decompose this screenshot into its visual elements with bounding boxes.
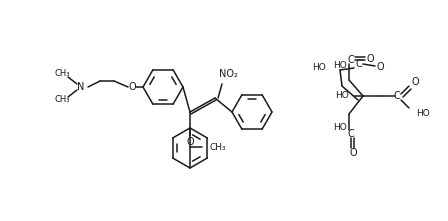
Text: C: C	[356, 59, 362, 69]
Text: O: O	[376, 62, 384, 72]
Text: N: N	[78, 82, 85, 92]
Text: HO: HO	[335, 91, 349, 101]
Text: HO: HO	[312, 63, 326, 72]
Text: HO: HO	[416, 109, 430, 118]
Text: CH₃: CH₃	[210, 143, 227, 152]
Text: O: O	[349, 148, 357, 158]
Text: HO: HO	[333, 124, 347, 133]
Text: O: O	[411, 77, 419, 87]
Text: NO₂: NO₂	[219, 69, 237, 79]
Text: C: C	[348, 129, 354, 139]
Text: C: C	[394, 91, 401, 101]
Text: O: O	[186, 137, 194, 147]
Text: O: O	[366, 54, 374, 64]
Text: CH₃: CH₃	[54, 95, 70, 105]
Text: HO: HO	[333, 61, 347, 70]
Text: O: O	[128, 82, 136, 92]
Text: CH₃: CH₃	[54, 69, 70, 78]
Text: C: C	[348, 55, 354, 65]
